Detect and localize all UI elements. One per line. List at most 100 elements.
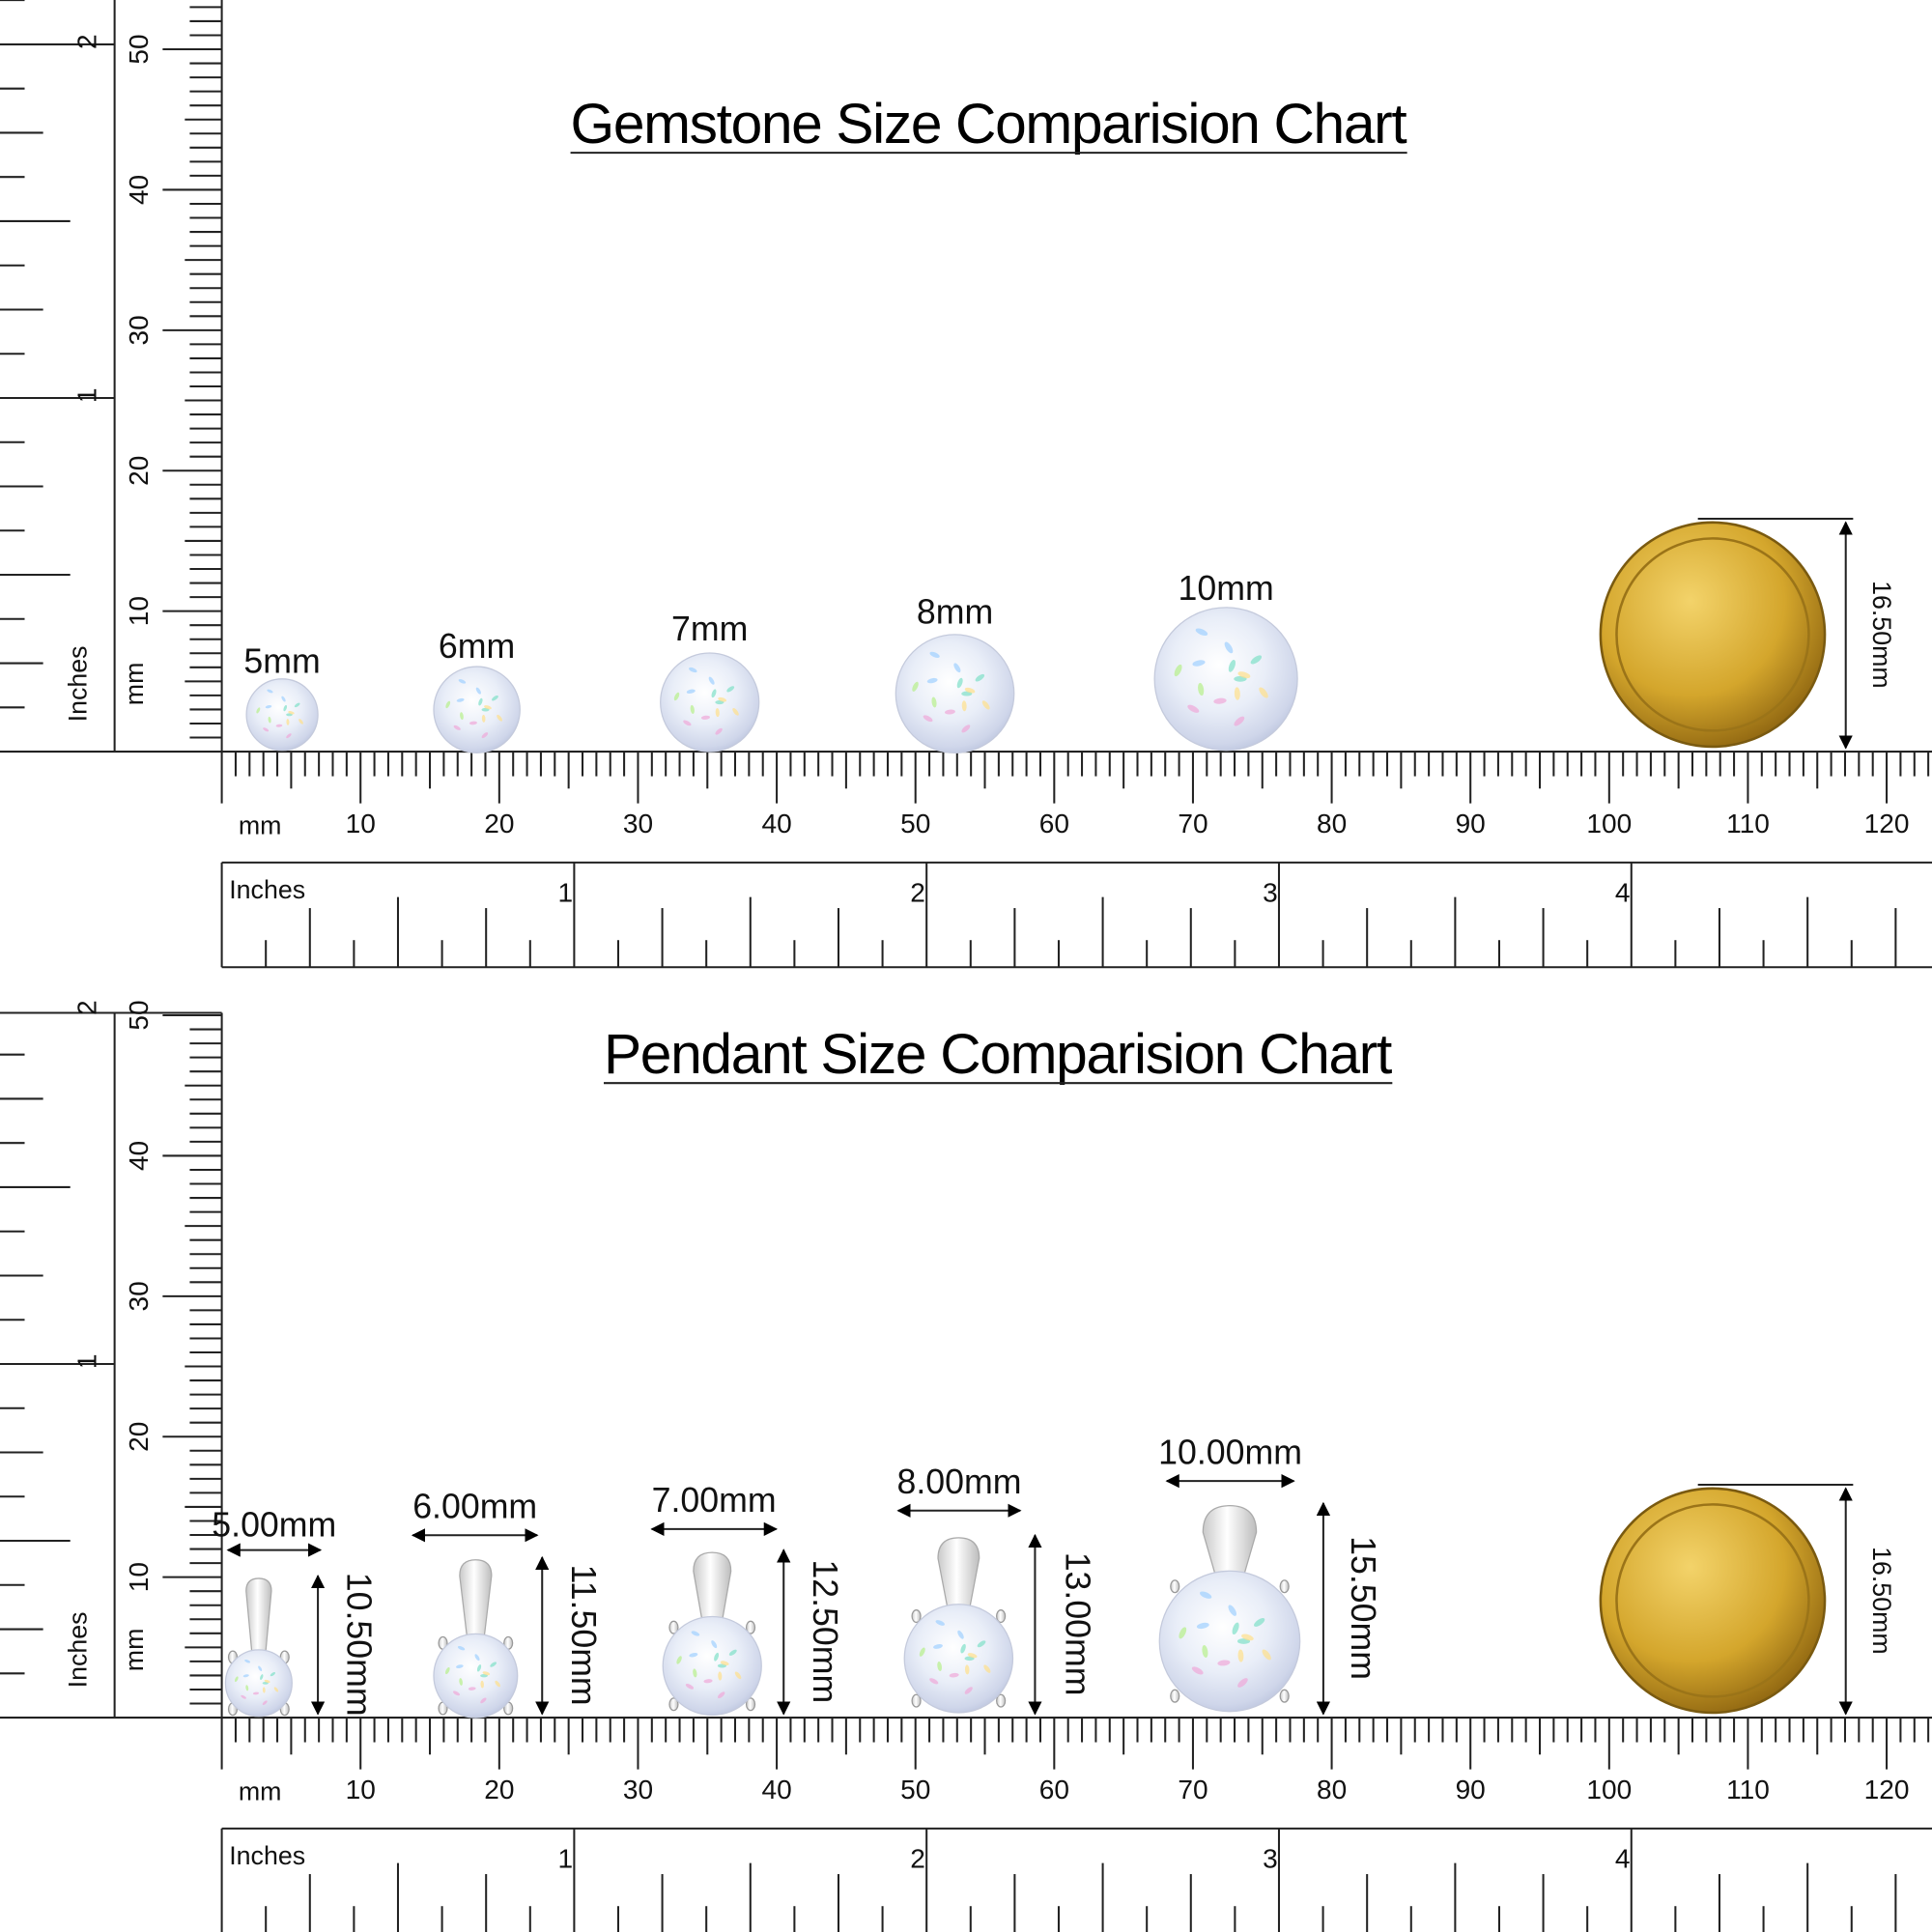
opal-fire bbox=[445, 700, 451, 709]
opal-fire bbox=[258, 1665, 263, 1671]
mm-tick-label: 40 bbox=[761, 809, 791, 838]
mm-unit: mm bbox=[239, 811, 282, 840]
pendant-prong bbox=[1170, 1689, 1180, 1703]
inch-tick-label: 1 bbox=[558, 878, 574, 908]
v-mm-tick-label: 50 bbox=[124, 1000, 154, 1030]
opal-fire bbox=[1234, 716, 1245, 726]
opal-fire bbox=[689, 1653, 698, 1658]
opal-fire bbox=[711, 1640, 718, 1649]
opal-fire bbox=[482, 1671, 491, 1676]
gem-size-label: 7mm bbox=[671, 610, 748, 648]
opal-fire bbox=[714, 1652, 720, 1662]
opal-fire bbox=[961, 724, 971, 733]
opal-fire bbox=[245, 1685, 249, 1691]
opal-fire bbox=[715, 727, 723, 735]
opal-fire bbox=[453, 1690, 461, 1696]
opal-fire bbox=[718, 1671, 723, 1681]
opal-fire bbox=[263, 727, 270, 732]
mm-tick-label: 10 bbox=[346, 1775, 376, 1804]
v-mm-tick-label: 40 bbox=[124, 1141, 154, 1171]
pendant-width-label: 6.00mm bbox=[412, 1487, 537, 1525]
mm-unit: mm bbox=[239, 1777, 282, 1806]
opal-fire bbox=[453, 724, 461, 730]
opal-fire bbox=[929, 651, 940, 659]
opal-fire bbox=[929, 1678, 939, 1685]
opal-fire bbox=[478, 697, 483, 706]
opal-fire bbox=[1224, 641, 1234, 654]
opal-fire bbox=[1213, 697, 1227, 704]
opal-fire bbox=[458, 679, 467, 684]
opal-fire bbox=[912, 681, 919, 692]
v-inch-tick-label: 1 bbox=[71, 387, 101, 403]
opal-fire bbox=[468, 1687, 476, 1690]
opal-gem bbox=[433, 1633, 519, 1719]
v-mm-tick-label: 40 bbox=[124, 175, 154, 205]
inch-unit: Inches bbox=[229, 1841, 305, 1870]
opal-fire bbox=[1198, 682, 1205, 696]
pendant-width-label: 7.00mm bbox=[652, 1481, 777, 1520]
opal-fire bbox=[1237, 1678, 1248, 1688]
coin-rim bbox=[1615, 537, 1810, 732]
opal-fire bbox=[481, 732, 489, 739]
opal-fire bbox=[691, 1631, 700, 1636]
v-inch-tick-label: 2 bbox=[71, 34, 101, 49]
opal-gem bbox=[224, 1649, 293, 1718]
opal-fire bbox=[690, 704, 695, 714]
opal-fire bbox=[1187, 704, 1200, 713]
opal-fire bbox=[957, 1630, 964, 1639]
v-inch-tick-label: 2 bbox=[71, 1000, 101, 1015]
opal-fire bbox=[444, 1666, 450, 1675]
mm-tick-label: 110 bbox=[1726, 1775, 1770, 1804]
opal-fire bbox=[495, 1680, 500, 1688]
opal-fire bbox=[1228, 1605, 1237, 1616]
opal-fire bbox=[1179, 1627, 1187, 1639]
opal-fire bbox=[977, 1640, 986, 1648]
opal-fire bbox=[944, 709, 955, 715]
opal-fire bbox=[288, 711, 295, 715]
opal-fire bbox=[923, 715, 933, 723]
pendant-prong bbox=[745, 1620, 756, 1634]
opal-fire bbox=[1234, 687, 1240, 700]
mm-tick-label: 20 bbox=[484, 1775, 514, 1804]
opal-fire bbox=[268, 716, 271, 724]
opal-fire bbox=[1237, 671, 1251, 679]
opal-fire bbox=[983, 1664, 991, 1673]
opal-fire bbox=[286, 719, 290, 725]
opal-fire bbox=[937, 1661, 942, 1671]
mm-tick-label: 30 bbox=[623, 809, 653, 838]
opal-fire bbox=[294, 702, 300, 708]
pendant-bail bbox=[693, 1551, 732, 1623]
opal-fire bbox=[693, 1668, 697, 1678]
v-mm-tick-label: 20 bbox=[124, 456, 154, 486]
pendant-width-label: 10.00mm bbox=[1158, 1433, 1302, 1471]
panel-title: Pendant Size Comparision Chart bbox=[604, 1023, 1392, 1086]
panel-title: Gemstone Size Comparision Chart bbox=[571, 93, 1407, 156]
opal-fire bbox=[700, 715, 711, 720]
v-mm-unit: mm bbox=[120, 1629, 149, 1672]
opal-fire bbox=[1254, 1618, 1265, 1627]
opal-fire bbox=[1232, 1622, 1239, 1635]
opal-fire bbox=[457, 1646, 466, 1651]
opal-fire bbox=[241, 1694, 246, 1699]
v-inch-tick-label: 1 bbox=[71, 1353, 101, 1369]
mm-tick-label: 50 bbox=[900, 1775, 930, 1804]
opal-fire bbox=[964, 1664, 970, 1675]
v-mm-unit: mm bbox=[120, 663, 149, 706]
opal-fire bbox=[718, 696, 727, 702]
opal-fire bbox=[298, 719, 303, 724]
gem-size-label: 5mm bbox=[243, 641, 320, 680]
opal-fire bbox=[480, 1680, 484, 1689]
pendant-bail bbox=[1202, 1505, 1258, 1577]
opal-fire bbox=[260, 1674, 264, 1681]
opal-fire bbox=[935, 1620, 945, 1626]
opal-fire bbox=[476, 1664, 482, 1672]
v-inch-unit: Inches bbox=[63, 1611, 92, 1688]
opal-fire bbox=[686, 689, 696, 694]
opal-fire bbox=[492, 695, 498, 701]
inch-tick-label: 4 bbox=[1615, 878, 1631, 908]
opal-fire bbox=[676, 1656, 682, 1664]
pendant-height-label: 11.50mm bbox=[564, 1565, 603, 1706]
mm-tick-label: 90 bbox=[1456, 1775, 1486, 1804]
opal-fire bbox=[475, 687, 481, 695]
opal-fire bbox=[234, 1676, 239, 1683]
